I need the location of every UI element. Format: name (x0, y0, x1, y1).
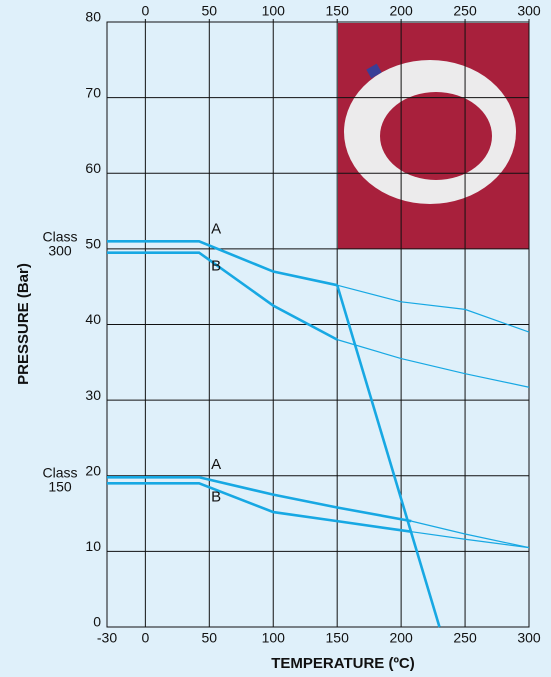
y-tick-label: 0 (93, 614, 101, 630)
x-tick-label: 200 (389, 630, 413, 646)
class-label-line: 300 (48, 242, 72, 258)
x-tick-label: -30 (97, 630, 117, 646)
y-tick-label: 30 (85, 387, 101, 403)
line-series (107, 240, 338, 287)
y-tick-label: 50 (85, 236, 101, 252)
x-tick-label: 50 (202, 630, 218, 646)
line-series (335, 284, 441, 628)
x-tick-label: 150 (326, 630, 350, 646)
line-series (337, 339, 530, 388)
class-label: Class 300 (42, 228, 77, 258)
y-tick-label: 70 (85, 84, 101, 100)
y-tick-label: 20 (85, 462, 101, 478)
class-label-line: Class (42, 228, 77, 244)
x2-tick-label: 100 (262, 3, 286, 19)
x-tick-label: 0 (141, 630, 149, 646)
line-series (337, 284, 530, 333)
x2-tick-label: 300 (517, 3, 541, 19)
series-label: B (211, 488, 221, 505)
x-axis-label: TEMPERATURE (ºC) (271, 655, 415, 672)
line-series (107, 482, 412, 533)
line-series (107, 251, 338, 341)
x-tick-label: 100 (262, 630, 286, 646)
x2-tick-label: 0 (141, 3, 149, 19)
line-series (411, 520, 530, 549)
class-label-line: 150 (48, 478, 72, 494)
class-label: Class 150 (42, 464, 77, 494)
x-tick-label: 300 (517, 630, 541, 646)
y-tick-label: 80 (85, 9, 101, 25)
y-tick-label: 10 (85, 538, 101, 554)
y-tick-label: 60 (85, 160, 101, 176)
x2-tick-label: 250 (453, 3, 477, 19)
series-label: B (211, 258, 221, 275)
x2-tick-label: 200 (389, 3, 413, 19)
x-tick-label: 250 (453, 630, 477, 646)
class-label-line: Class (42, 464, 77, 480)
line-series (107, 475, 412, 523)
series-label: A (211, 220, 221, 237)
line-series (411, 531, 530, 549)
y-tick-label: 40 (85, 311, 101, 327)
y-axis-label: PRESSURE (Bar) (15, 263, 32, 385)
x2-tick-label: 50 (202, 3, 218, 19)
photo (338, 23, 529, 249)
x2-tick-label: 150 (326, 3, 350, 19)
series-label: A (211, 456, 221, 473)
